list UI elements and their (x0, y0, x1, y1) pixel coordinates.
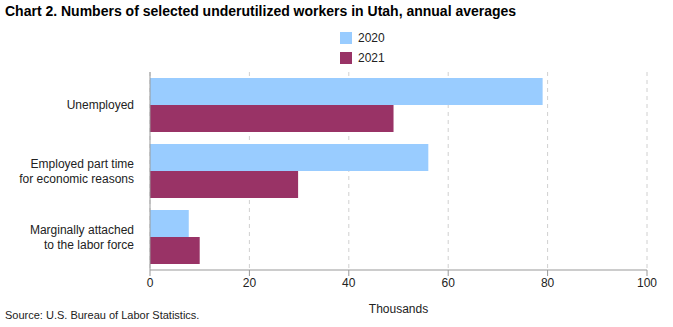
html-text:Source: U.S. Bureau of Labor S: Source: U.S. Bureau of Labor Statistics. (5, 309, 200, 321)
svg-text:40: 40 (342, 276, 356, 290)
svg-text:Employed part timefor economic: Employed part timefor economic reasons (19, 157, 134, 186)
html-text:2020: 2020 (358, 31, 385, 45)
svg-text:Unemployed: Unemployed (67, 98, 134, 112)
html-text:Chart 2. Numbers of selected u: Chart 2. Numbers of selected underutiliz… (5, 3, 517, 19)
svg-text:0: 0 (147, 276, 154, 290)
svg-text:Marginally attachedto the labo: Marginally attachedto the labor force (30, 223, 134, 252)
svg-text:Thousands: Thousands (369, 302, 428, 316)
svg-text:100: 100 (637, 276, 657, 290)
svg-text:20: 20 (243, 276, 257, 290)
svg-text:80: 80 (541, 276, 555, 290)
svg-text:60: 60 (442, 276, 456, 290)
html-text:2021: 2021 (358, 51, 385, 65)
